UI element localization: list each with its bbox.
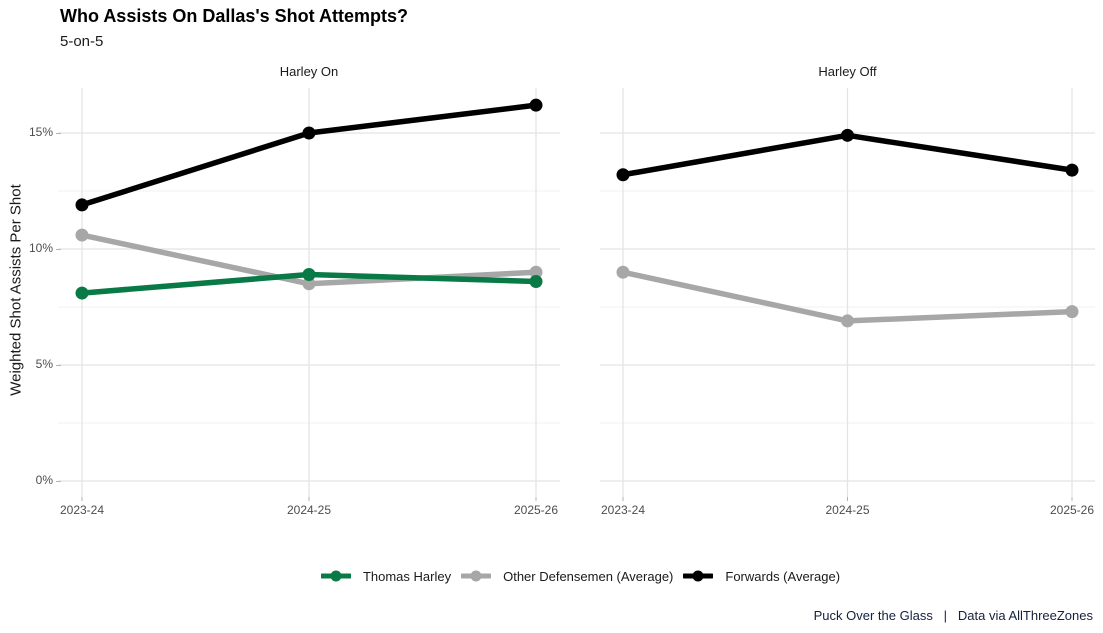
y-tick-label: 0% xyxy=(35,473,53,487)
data-point xyxy=(616,168,630,182)
data-point xyxy=(1065,163,1079,177)
data-point xyxy=(302,126,316,140)
data-point xyxy=(529,98,543,112)
data-point xyxy=(75,228,89,242)
data-point xyxy=(841,128,854,142)
x-tick-label: 2023-24 xyxy=(59,503,105,517)
y-axis-tick-mark xyxy=(56,133,61,134)
data-point xyxy=(302,277,316,291)
legend-key-icon xyxy=(320,570,351,582)
facet-panel xyxy=(600,88,1095,501)
y-tick-label: 15% xyxy=(28,125,53,139)
chart-title: Who Assists On Dallas's Shot Attempts? xyxy=(60,6,408,26)
legend-item: Forwards (Average) xyxy=(683,568,840,584)
legend-key-icon xyxy=(683,570,714,582)
y-tick-label: 5% xyxy=(35,357,53,371)
data-point xyxy=(302,268,316,282)
data-point xyxy=(529,265,543,279)
facet-title: Harley On xyxy=(279,64,339,79)
facet-title: Harley Off xyxy=(818,64,877,79)
y-tick-label: 10% xyxy=(28,241,53,255)
chart-subtitle: 5-on-5 xyxy=(60,33,104,50)
x-tick-label: 2025-26 xyxy=(513,503,559,517)
x-tick-label: 2023-24 xyxy=(600,503,646,517)
legend: Thomas Harley Other Defensemen (Average) F… xyxy=(58,568,1103,584)
data-point xyxy=(75,198,89,212)
caption: Puck Over the Glass | Data via AllThreeZ… xyxy=(813,608,1093,623)
data-point xyxy=(616,265,630,279)
y-axis-tick-mark xyxy=(56,365,61,366)
data-point xyxy=(75,286,89,300)
data-point xyxy=(841,314,854,328)
facet-panel xyxy=(58,88,560,501)
data-point xyxy=(1065,305,1079,319)
x-tick-label: 2025-26 xyxy=(1049,503,1095,517)
y-axis-tick-mark xyxy=(56,249,61,250)
legend-item: Other Defensemen (Average) xyxy=(461,568,673,584)
x-tick-label: 2024-25 xyxy=(825,503,870,517)
y-axis-tick-mark xyxy=(56,481,61,482)
data-point xyxy=(529,274,543,288)
legend-item: Thomas Harley xyxy=(320,568,452,584)
legend-label: Thomas Harley xyxy=(362,568,452,584)
legend-label: Other Defensemen (Average) xyxy=(503,568,674,584)
x-tick-label: 2024-25 xyxy=(286,503,332,517)
legend-label: Forwards (Average) xyxy=(725,568,841,584)
legend-key-icon xyxy=(461,570,492,582)
